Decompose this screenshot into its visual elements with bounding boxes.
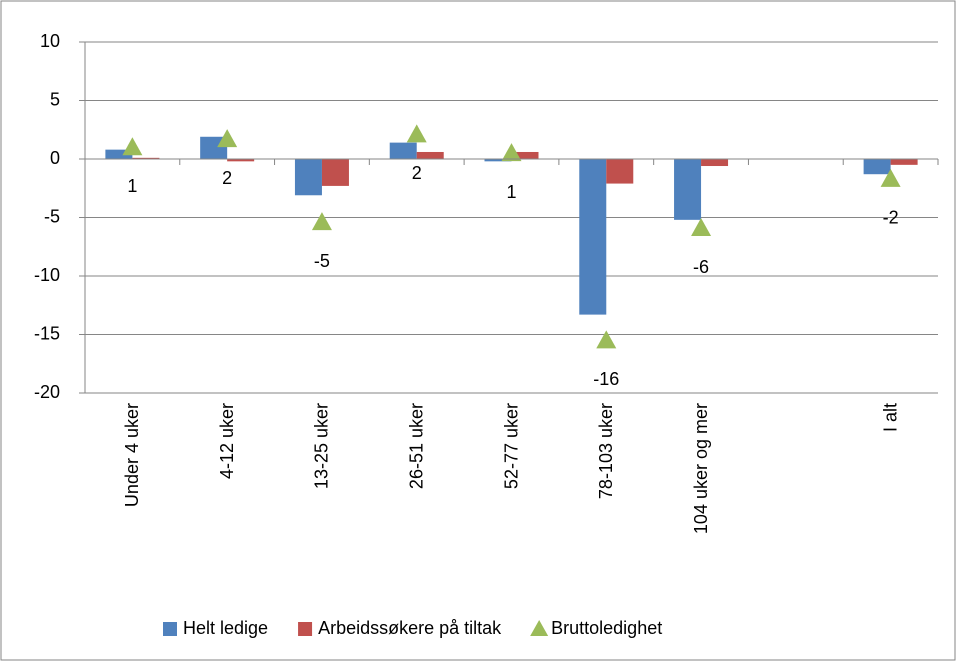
bar: [389, 142, 417, 159]
y-tick-label: -10: [34, 265, 60, 285]
marker: [311, 212, 332, 231]
bar: [701, 159, 729, 167]
legend-label: Helt ledige: [183, 618, 268, 638]
data-label: 2: [222, 168, 232, 188]
x-tick-label: 26-51 uker: [406, 403, 426, 489]
bar: [579, 159, 607, 315]
bar: [416, 151, 444, 159]
y-tick-label: -20: [34, 382, 60, 402]
bar: [227, 159, 255, 162]
marker: [691, 218, 712, 237]
y-tick-label: 5: [50, 89, 60, 109]
legend-swatch: [530, 620, 549, 636]
bar: [606, 159, 634, 184]
data-label: -2: [883, 208, 899, 228]
marker: [217, 129, 238, 148]
x-tick-label: I alt: [880, 403, 900, 432]
legend-swatch: [298, 622, 313, 636]
bar: [321, 159, 349, 186]
marker: [122, 137, 143, 156]
bar: [511, 151, 539, 159]
data-label: -5: [314, 251, 330, 271]
bar: [132, 157, 160, 159]
bar: [484, 159, 512, 162]
marker: [501, 143, 522, 162]
bar: [674, 159, 702, 220]
bar: [863, 159, 891, 175]
y-tick-label: -5: [44, 206, 60, 226]
legend-swatch: [163, 622, 177, 636]
data-label: -16: [593, 369, 619, 389]
x-tick-label: 52-77 uker: [501, 403, 521, 489]
x-tick-label: 104 uker og mer: [691, 403, 711, 534]
marker: [406, 124, 427, 143]
bar: [105, 149, 133, 159]
data-label: 1: [127, 176, 137, 196]
marker: [880, 168, 901, 187]
x-tick-label: 4-12 uker: [217, 403, 237, 479]
data-label: 1: [506, 182, 516, 202]
marker: [596, 330, 617, 349]
data-label: -6: [693, 257, 709, 277]
y-tick-label: 0: [50, 148, 60, 168]
bar: [294, 159, 322, 196]
legend-label: Bruttoledighet: [551, 618, 662, 638]
data-label: 2: [412, 163, 422, 183]
x-tick-label: 13-25 uker: [312, 403, 332, 489]
y-tick-label: -15: [34, 323, 60, 343]
y-tick-label: 10: [40, 31, 60, 51]
x-tick-label: 78-103 uker: [596, 403, 616, 499]
legend-label: Arbeidssøkere på tiltak: [318, 618, 502, 638]
x-tick-label: Under 4 uker: [122, 403, 142, 507]
bar: [890, 159, 918, 165]
